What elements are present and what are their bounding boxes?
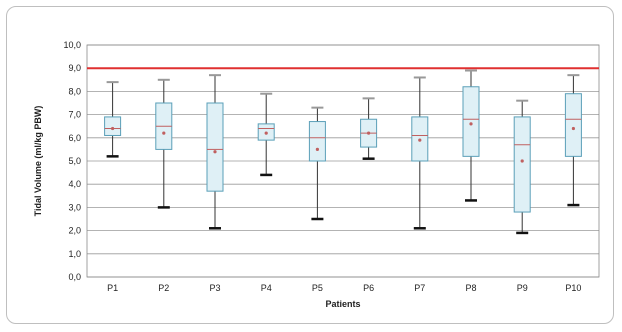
x-tick-label: P3: [209, 283, 220, 293]
y-axis-title: Tidal Volume (ml/kg PBW): [33, 106, 43, 217]
box-p4: [257, 92, 275, 177]
y-tick-label: 5,0: [68, 156, 81, 166]
x-tick-label: P6: [363, 283, 374, 293]
mean-marker: [111, 126, 115, 131]
mean-marker: [264, 131, 268, 135]
iqr-box: [104, 116, 122, 136]
box-p9: [513, 99, 531, 235]
x-tick-label: P4: [261, 283, 272, 293]
y-tick-label: 8,0: [68, 86, 81, 96]
box-p6: [360, 97, 378, 160]
box-p8: [462, 69, 480, 202]
mean-marker: [367, 131, 371, 135]
mean-marker: [469, 122, 473, 126]
x-tick-label: P8: [465, 283, 476, 293]
boxes: [104, 69, 582, 235]
box-plot: 0,01,02,03,04,05,06,07,08,09,010,0 P1 P2 P…: [33, 40, 600, 309]
x-tick-label: P10: [565, 283, 581, 293]
y-tick-label: 3,0: [68, 202, 81, 212]
mean-marker: [571, 126, 576, 131]
mean-marker: [520, 159, 524, 163]
x-tick-label: P1: [107, 283, 118, 293]
iqr-box: [513, 116, 531, 213]
x-tick-labels: P1 P2 P3 P4 P5 P6 P7 P8 P9 P10: [107, 283, 581, 293]
iqr-box: [564, 93, 582, 157]
mean-marker: [315, 147, 319, 151]
box-p5: [308, 106, 326, 221]
y-tick-label: 7,0: [68, 110, 81, 120]
box-p2: [155, 78, 173, 209]
x-tick-label: P9: [517, 283, 528, 293]
box-p10: [564, 74, 582, 207]
mean-marker: [213, 150, 217, 154]
x-tick-label: P5: [312, 283, 323, 293]
box-p7: [411, 76, 429, 230]
mean-marker: [418, 138, 422, 142]
y-tick-label: 0,0: [68, 272, 81, 282]
chart-frame: 0,0 1,0 2,0 3,0 4,0 5,0 6,0 7,0 8,0 9,0 10,0 P1 P2 P…: [6, 6, 614, 324]
x-axis-title: Patients: [325, 299, 360, 309]
y-tick-label: 2,0: [68, 226, 81, 236]
y-tick-labels: 0,0 1,0 2,0 3,0 4,0 5,0 6,0 7,0 8,0 9,0 10,0: [63, 40, 81, 282]
y-tick-label: 1,0: [68, 249, 81, 259]
y-tick-label: 10,0: [63, 40, 81, 50]
y-tick-label: 6,0: [68, 133, 81, 143]
iqr-box: [308, 121, 326, 162]
y-tick-label: 4,0: [68, 179, 81, 189]
plot-area-border: [86, 44, 600, 278]
box-p1: [104, 81, 122, 158]
iqr-box: [206, 102, 224, 192]
box-p3: [206, 74, 224, 230]
mean-marker: [162, 131, 166, 135]
x-tick-label: P7: [414, 283, 425, 293]
x-tick-label: P2: [158, 283, 169, 293]
y-tick-label: 9,0: [68, 63, 81, 73]
iqr-box: [462, 86, 480, 157]
